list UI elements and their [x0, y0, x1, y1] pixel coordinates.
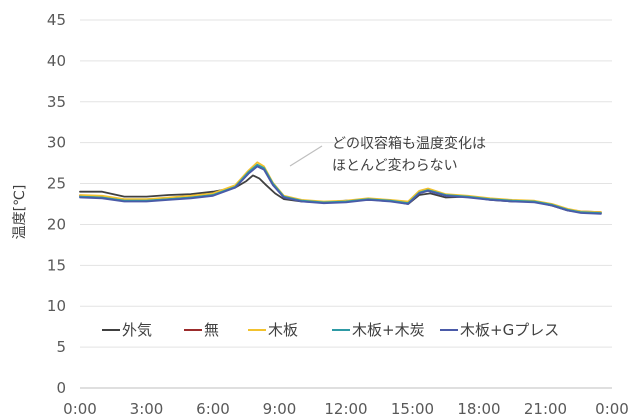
y-tick-label: 20: [47, 215, 66, 233]
y-axis-label: 温度[℃]: [12, 185, 28, 240]
legend-label: 木板+Gプレス: [460, 321, 559, 339]
y-tick-label: 5: [56, 338, 66, 356]
series-line-5: [79, 165, 602, 215]
annotation-leader-line: [289, 145, 323, 167]
x-tick-label: 3:00: [130, 400, 164, 418]
x-tick-label: 6:00: [196, 400, 230, 418]
x-tick-label: 15:00: [391, 400, 434, 418]
x-axis-ticks: 0:00 3:00 6:00 9:00 12:00 15:00 18:00 21:00 0:00: [63, 400, 629, 418]
x-tick-label: 18:00: [457, 400, 500, 418]
y-tick-label: 30: [47, 134, 66, 152]
y-axis-ticks: 0 5 10 15 20 25 30 35 40 45: [47, 11, 66, 397]
legend-label: 木板+木炭: [352, 321, 425, 339]
legend-label: 無: [204, 321, 219, 339]
legend-label: 外気: [122, 321, 152, 339]
y-tick-label: 45: [47, 11, 66, 29]
y-tick-label: 0: [56, 379, 66, 397]
legend: 外気 無 木板 木板+木炭 木板+Gプレス: [102, 321, 559, 339]
gridlines: [80, 19, 612, 389]
series-line-1: [79, 174, 602, 214]
annotation-line-2: ほとんど変わらない: [332, 157, 458, 174]
annotation-line-1: どの収容箱も温度変化は: [332, 135, 486, 152]
y-tick-label: 40: [47, 52, 66, 70]
y-tick-label: 10: [47, 297, 66, 315]
x-tick-label: 9:00: [263, 400, 297, 418]
x-tick-label: 0:00: [63, 400, 97, 418]
x-tick-label: 12:00: [324, 400, 367, 418]
x-tick-label: 0:00: [595, 400, 629, 418]
y-tick-label: 25: [47, 175, 66, 193]
series-lines: [79, 161, 602, 215]
annotation: どの収容箱も温度変化は ほとんど変わらない: [289, 135, 486, 174]
y-tick-label: 35: [47, 93, 66, 111]
x-tick-label: 21:00: [524, 400, 567, 418]
legend-label: 木板: [268, 321, 298, 339]
y-tick-label: 15: [47, 256, 66, 274]
